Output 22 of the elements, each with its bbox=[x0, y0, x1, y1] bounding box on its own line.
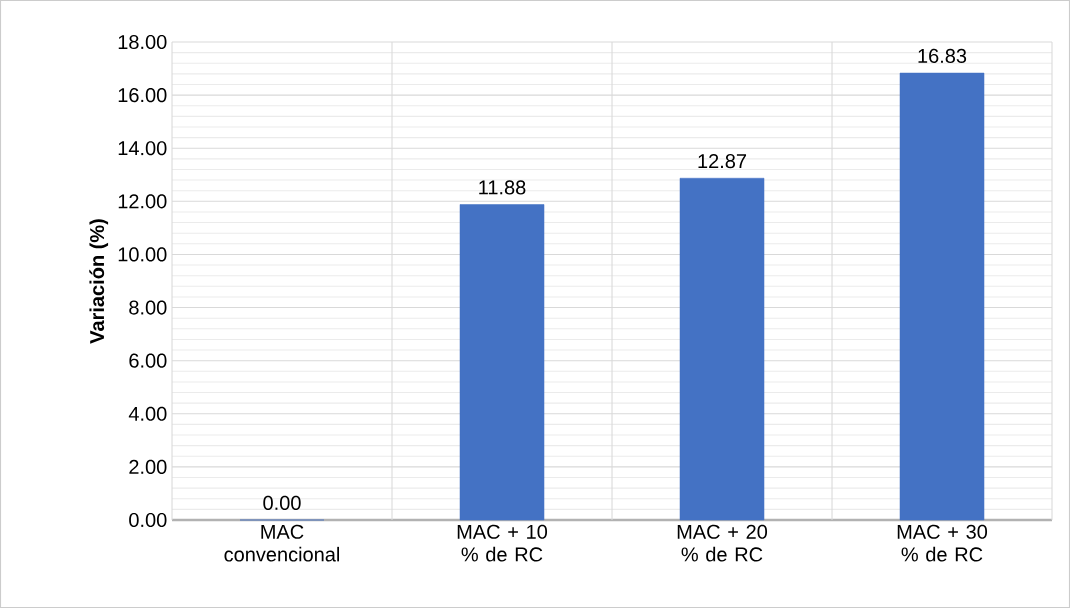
y-tick-label: 14.00 bbox=[118, 141, 167, 156]
x-tick-label: MAC + 20 % de RC bbox=[677, 524, 768, 562]
x-tick-label: MAC + 30 % de RC bbox=[897, 524, 988, 562]
y-tick-label: 6.00 bbox=[129, 353, 167, 368]
data-label: 12.87 bbox=[698, 154, 747, 169]
data-label: 11.88 bbox=[479, 180, 526, 195]
y-tick-label: 0.00 bbox=[129, 512, 167, 528]
y-tick-label: 18.00 bbox=[118, 34, 167, 50]
data-label: 16.83 bbox=[918, 48, 967, 64]
x-tick-label: MAC + 10 % de RC bbox=[457, 524, 548, 562]
y-tick-label: 4.00 bbox=[128, 406, 167, 421]
y-tick-label: 8.00 bbox=[129, 300, 167, 315]
x-tick-label: MAC convencional bbox=[224, 524, 340, 562]
y-tick-label: 12.00 bbox=[118, 194, 167, 209]
y-tick-label: 16.00 bbox=[118, 88, 167, 103]
bar bbox=[679, 177, 765, 521]
y-tick-label: 10.00 bbox=[118, 247, 167, 262]
y-axis-title: Variación (%) bbox=[89, 219, 109, 344]
bar bbox=[459, 204, 545, 521]
y-tick-label: 2.00 bbox=[129, 459, 167, 474]
data-label: 0.00 bbox=[263, 495, 301, 510]
bar bbox=[899, 72, 985, 521]
